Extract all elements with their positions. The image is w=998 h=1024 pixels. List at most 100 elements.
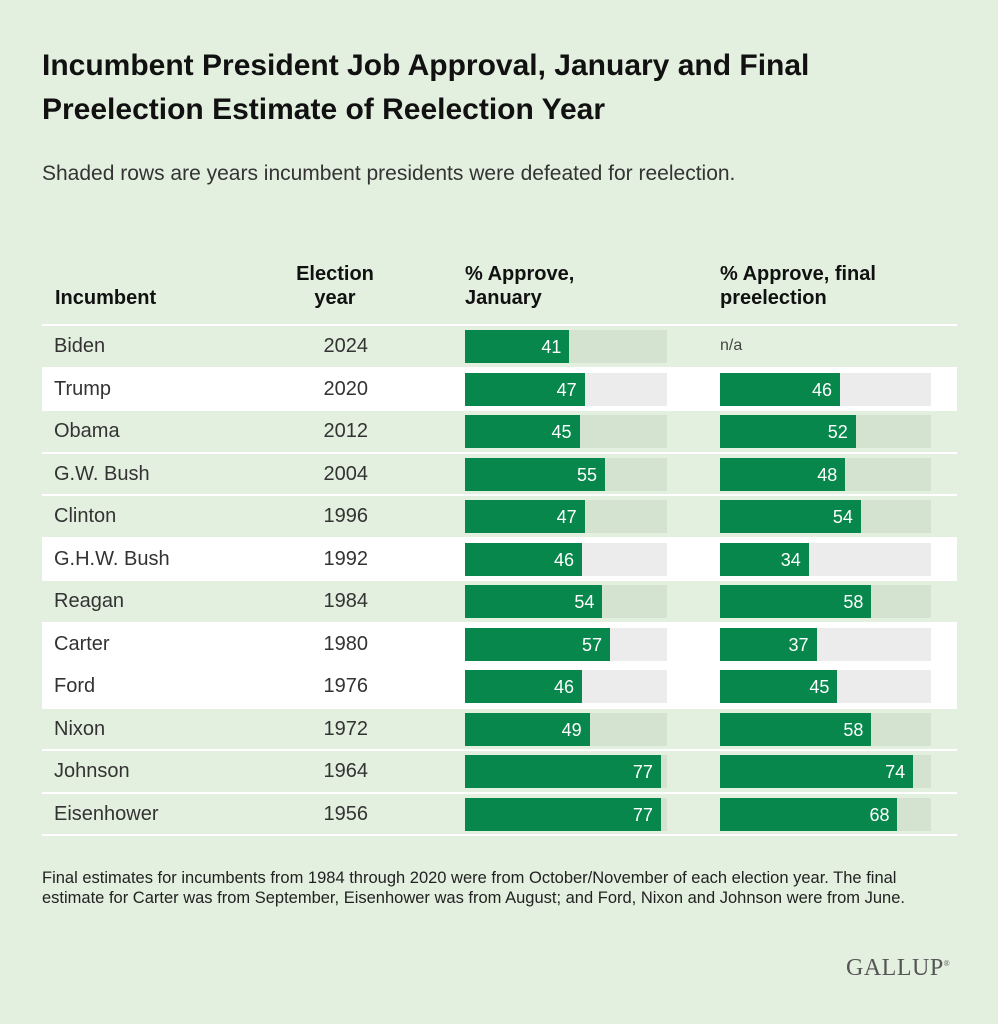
header-january: % Approve, January [465, 263, 575, 309]
incumbent-name: G.W. Bush [54, 462, 150, 485]
final-value: 37 [788, 634, 809, 655]
january-track: 54 [465, 585, 667, 618]
january-bar: 47 [465, 372, 585, 406]
incumbent-name: Johnson [54, 760, 130, 782]
final-track: 34 [720, 542, 931, 576]
incumbent-name: Biden [54, 335, 106, 357]
january-value: 47 [556, 507, 577, 527]
final-bar: 54 [720, 500, 861, 533]
final-value: 48 [817, 464, 838, 485]
final-bar: 34 [720, 542, 809, 576]
table-row: Nixon 1972 49 58 [42, 709, 957, 751]
final-bar: 58 [720, 585, 872, 618]
election-year: 2004 [323, 462, 369, 485]
january-track: 47 [465, 372, 667, 406]
incumbent-name: Trump [54, 377, 112, 400]
final-value: 34 [780, 549, 801, 570]
table-row: G.W. Bush 2004 55 48 [42, 454, 957, 496]
january-value: 46 [554, 549, 575, 570]
january-track: 47 [465, 500, 667, 533]
table-row: Ford 1976 46 45 [42, 666, 957, 709]
january-track: 55 [465, 457, 667, 491]
header-final: % Approve, final preelection [720, 263, 876, 309]
january-track: 46 [465, 542, 667, 576]
final-track: 58 [720, 712, 931, 746]
january-bar: 45 [465, 415, 580, 448]
final-bar: 46 [720, 372, 841, 406]
incumbent-name: Nixon [54, 717, 106, 740]
final-bar: 45 [720, 670, 838, 703]
january-track: 77 [465, 797, 667, 831]
chart-subtitle: Shaded rows are years incumbent presiden… [42, 162, 736, 185]
header-year: Election year [296, 263, 374, 309]
january-value: 45 [551, 422, 572, 442]
footnote: Final estimates for incumbents from 1984… [42, 869, 905, 907]
incumbent-name: G.H.W. Bush [54, 547, 170, 570]
final-track: 37 [720, 627, 931, 661]
final-bar: 48 [720, 457, 846, 491]
final-track: 52 [720, 415, 931, 448]
table-row: Biden 2024 41 n/a [42, 326, 957, 369]
january-track: 41 [465, 330, 667, 363]
january-value: 41 [541, 337, 562, 357]
january-value: 57 [582, 634, 603, 655]
table-row: Clinton 1996 47 54 [42, 496, 957, 539]
table-body: Biden 2024 41 n/a Trump 2020 47 46 Obama 2012 45 52… [42, 324, 957, 836]
final-value: 68 [869, 804, 890, 825]
final-value: 45 [809, 677, 830, 697]
election-year: 1956 [323, 802, 369, 825]
incumbent-name: Ford [54, 675, 96, 697]
final-value: 58 [843, 719, 864, 740]
january-track: 77 [465, 755, 667, 788]
january-value: 77 [632, 804, 653, 825]
final-bar: 58 [720, 712, 872, 746]
final-value: 52 [827, 422, 848, 442]
election-year: 1972 [323, 717, 369, 740]
election-year: 1976 [323, 675, 369, 697]
final-bar: 68 [720, 797, 898, 831]
final-value: 74 [885, 762, 906, 782]
table-row: Reagan 1984 54 58 [42, 581, 957, 624]
january-bar: 54 [465, 585, 603, 618]
final-track: 54 [720, 500, 931, 533]
january-bar: 55 [465, 457, 605, 491]
january-value: 46 [554, 677, 575, 697]
final-track: 45 [720, 670, 931, 703]
final-value: 54 [832, 507, 853, 527]
january-value: 47 [556, 379, 577, 400]
january-bar: 57 [465, 627, 611, 661]
january-bar: 47 [465, 500, 585, 533]
january-track: 45 [465, 415, 667, 448]
election-year: 1992 [323, 547, 369, 570]
final-track: 68 [720, 797, 931, 831]
final-track: 58 [720, 585, 931, 618]
table-row: G.H.W. Bush 1992 46 34 [42, 538, 957, 581]
january-bar: 77 [465, 755, 661, 788]
incumbent-name: Carter [54, 632, 110, 655]
header-incumbent: Incumbent [55, 287, 157, 309]
election-year: 1996 [323, 505, 369, 527]
election-year: 2020 [323, 377, 369, 400]
chart-title: Incumbent President Job Approval, Januar… [42, 49, 810, 126]
january-bar: 46 [465, 542, 583, 576]
final-value-na: n/a [720, 337, 743, 354]
election-year: 1984 [323, 590, 369, 612]
table-row: Obama 2012 45 52 [42, 411, 957, 454]
incumbent-name: Reagan [54, 590, 125, 612]
january-value: 49 [561, 719, 582, 740]
january-track: 46 [465, 670, 667, 703]
election-year: 1980 [323, 632, 369, 655]
incumbent-name: Eisenhower [54, 802, 159, 825]
table-row: Johnson 1964 77 74 [42, 751, 957, 794]
january-value: 77 [632, 762, 653, 782]
gallup-logo: GALLUP® [846, 955, 951, 981]
table-row: Eisenhower 1956 77 68 [42, 794, 957, 836]
final-bar: 37 [720, 627, 817, 661]
january-bar: 49 [465, 712, 590, 746]
final-track: 48 [720, 457, 931, 491]
election-year: 2012 [323, 420, 369, 442]
january-track: 57 [465, 627, 667, 661]
final-track: 46 [720, 372, 931, 406]
table-row: Carter 1980 57 37 [42, 623, 957, 666]
